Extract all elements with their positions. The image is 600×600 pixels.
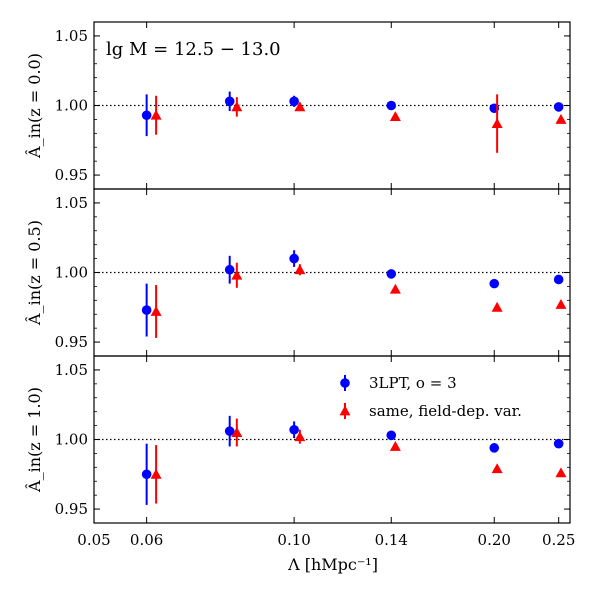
- x-tick-label: 0.06: [130, 531, 163, 549]
- x-tick-label: 0.25: [542, 531, 575, 549]
- red-triangle-point: [491, 301, 503, 312]
- blue-circle-point: [386, 269, 397, 279]
- legend-label: 3LPT, o = 3: [369, 374, 457, 392]
- y-tick-label: 1.00: [55, 97, 88, 115]
- blue-circle-point: [289, 96, 299, 107]
- red-triangle-point: [555, 467, 567, 478]
- y-axis-label: Â_in(z = 1.0): [24, 387, 44, 493]
- red-triangle-point: [491, 463, 503, 474]
- red-triangle-point: [294, 101, 306, 112]
- y-axis-label: Â_in(z = 0.0): [24, 53, 44, 159]
- x-axis-label: Λ [hMpc⁻¹]: [287, 555, 378, 574]
- x-tick-label: 0.20: [478, 531, 511, 549]
- y-axis-label: Â_in(z = 0.5): [24, 220, 44, 326]
- y-tick-label: 0.95: [55, 166, 88, 184]
- red-triangle-point: [389, 440, 401, 451]
- red-triangle-point: [555, 299, 567, 309]
- blue-circle-point: [489, 278, 500, 289]
- red-triangle-point: [389, 283, 401, 294]
- blue-circle-point: [289, 253, 299, 264]
- legend: 3LPT, o = 3 same, field-dep. var.: [339, 374, 522, 420]
- blue-circle-point: [553, 438, 564, 449]
- red-triangle-point: [150, 468, 162, 479]
- legend-label: same, field-dep. var.: [369, 402, 522, 420]
- blue-circle-point: [553, 274, 564, 285]
- red-triangle-point: [294, 264, 306, 275]
- y-tick-label: 0.95: [55, 500, 88, 518]
- legend-blue-circle-marker: [340, 378, 350, 388]
- red-triangle-point: [231, 427, 243, 437]
- blue-circle-point: [224, 264, 235, 275]
- y-tick-label: 1.00: [55, 431, 88, 449]
- red-triangle-point: [150, 305, 162, 316]
- y-tick-label: 1.05: [55, 361, 88, 379]
- blue-circle-point: [386, 100, 397, 111]
- blue-circle-point: [141, 110, 152, 121]
- blue-circle-point: [553, 102, 564, 112]
- blue-circle-point: [386, 430, 397, 441]
- red-triangle-point: [231, 101, 243, 112]
- panel-2: 0.95 1.00 1.05 Â_in(z = 0.5): [24, 188, 571, 357]
- red-triangle-point: [150, 109, 162, 120]
- blue-circle-point: [289, 424, 299, 435]
- panel-annotation: lg M = 12.5 − 13.0: [106, 39, 281, 60]
- red-triangle-point: [491, 118, 503, 128]
- red-triangle-point: [555, 113, 567, 124]
- y-tick-label: 1.05: [55, 194, 88, 212]
- blue-circle-point: [224, 96, 235, 107]
- panel-3: 0.95 1.00 1.05 Â_in(z = 1.0): [24, 355, 571, 524]
- y-tick-label: 0.95: [55, 333, 88, 351]
- blue-circle-point: [141, 469, 152, 480]
- blue-circle-point: [141, 305, 152, 315]
- y-tick-label: 1.05: [55, 27, 88, 45]
- red-triangle-point: [231, 269, 243, 280]
- x-tick-label: 0.05: [77, 531, 110, 549]
- blue-circle-point: [489, 443, 500, 453]
- legend-red-triangle-marker: [339, 405, 351, 416]
- red-triangle-point: [389, 111, 401, 122]
- x-tick-label: 0.14: [375, 531, 408, 549]
- blue-circle-point: [224, 426, 235, 436]
- y-tick-label: 1.00: [55, 264, 88, 282]
- red-triangle-point: [294, 431, 306, 442]
- x-tick-label: 0.10: [277, 531, 310, 549]
